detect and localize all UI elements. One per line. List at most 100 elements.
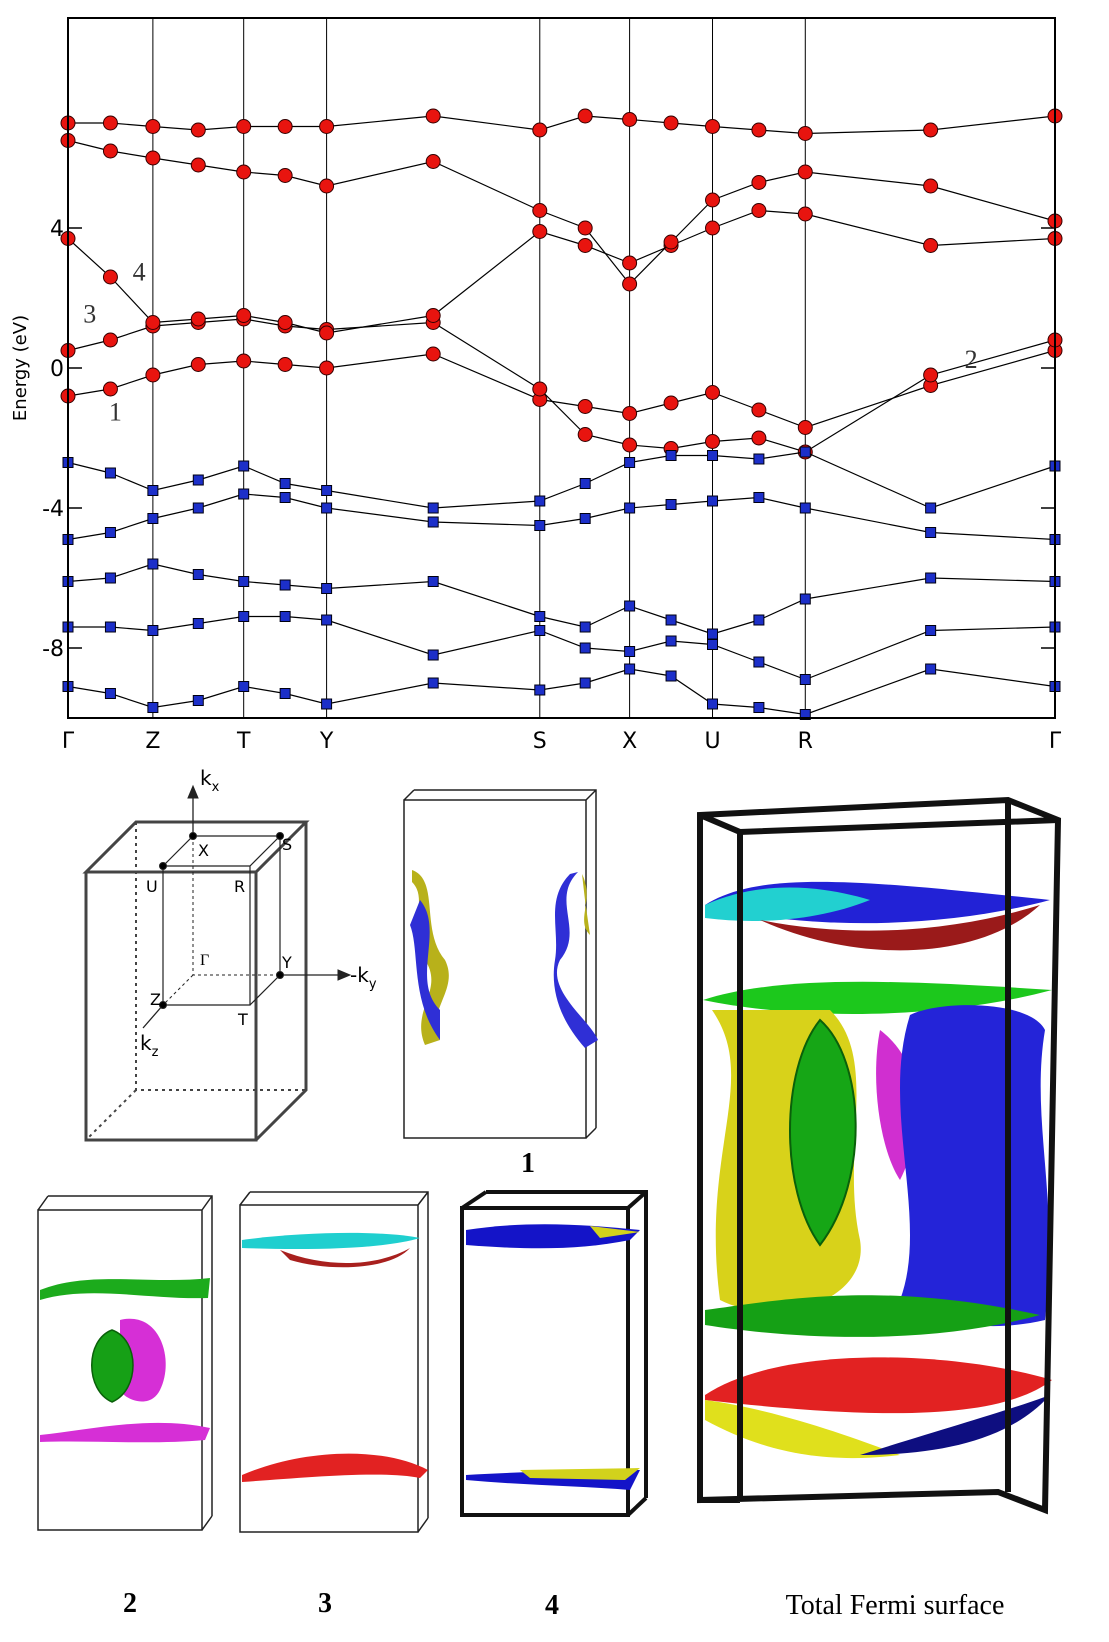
band-marker — [797, 420, 813, 435]
band-marker — [705, 192, 721, 208]
band-line — [68, 115, 1056, 135]
x-tick-label: X — [622, 729, 637, 754]
band-marker — [238, 611, 250, 622]
band-marker — [104, 527, 116, 538]
band-marker — [532, 381, 548, 397]
band-marker — [751, 402, 767, 418]
band-marker — [707, 628, 719, 640]
x-tick-label: S — [533, 729, 547, 754]
bz-label: S — [282, 835, 292, 854]
plot-frame — [67, 17, 1056, 719]
panel-label: 1 — [521, 1148, 535, 1179]
band-marker — [663, 395, 679, 411]
brillouin-zone — [82, 784, 352, 1142]
band-marker — [427, 516, 439, 528]
band-marker — [427, 576, 439, 587]
x-tick-label: Γ — [62, 729, 75, 754]
band-marker — [425, 346, 441, 362]
band-marker — [190, 122, 206, 138]
annotation: 2 — [965, 345, 978, 374]
bz-label: Y — [281, 953, 292, 972]
band-marker — [321, 485, 333, 496]
band-marker — [624, 646, 636, 657]
band-marker — [579, 642, 591, 654]
band-marker — [797, 206, 813, 222]
band-marker — [622, 276, 638, 292]
band-marker — [238, 681, 250, 692]
band-marker — [190, 357, 206, 372]
band-marker — [534, 495, 546, 507]
y-tick-label: 0 — [50, 357, 64, 382]
y-axis-label: Energy (eV) — [10, 315, 31, 421]
band-marker — [753, 614, 765, 626]
band-marker — [799, 674, 811, 685]
band-marker — [753, 492, 765, 503]
band-marker — [923, 238, 939, 253]
band-marker — [707, 639, 719, 650]
band-marker — [663, 115, 679, 131]
band-marker — [799, 502, 811, 514]
x-tick-label: T — [236, 729, 251, 754]
annotation: 1 — [109, 398, 122, 427]
band-marker — [279, 688, 291, 699]
band-marker — [753, 702, 765, 713]
band-marker — [147, 513, 159, 524]
band-marker — [923, 178, 939, 194]
plot: -8 -4 0 4 Γ Z T Y S X U R Γ 1 2 3 4 — [42, 18, 1063, 754]
band-marker — [751, 430, 767, 446]
bz-label: U — [146, 877, 158, 896]
annotation: 4 — [133, 258, 146, 287]
x-tick-label: Γ — [1049, 729, 1062, 754]
band-marker — [665, 670, 677, 682]
band-marker — [532, 122, 548, 138]
band-marker — [192, 695, 204, 706]
band-marker — [319, 325, 335, 341]
band-marker — [145, 315, 161, 330]
band-marker — [707, 495, 719, 507]
band-marker — [624, 663, 636, 675]
band-marker — [145, 367, 161, 383]
band-marker — [577, 427, 593, 442]
kx-label: kx — [200, 766, 220, 795]
band-marker — [427, 502, 439, 514]
band-marker — [925, 625, 937, 636]
band-marker — [147, 625, 159, 636]
band-marker — [577, 108, 593, 124]
band-marker — [799, 709, 811, 720]
band-marker — [102, 143, 118, 159]
x-tick-label: U — [704, 729, 720, 754]
band-marker — [321, 502, 333, 514]
band-marker — [425, 154, 441, 169]
band-marker — [319, 360, 335, 376]
band-marker — [236, 119, 252, 134]
band-marker — [665, 499, 677, 510]
axis-sub: y — [369, 977, 377, 992]
band-marker — [532, 203, 548, 218]
band-marker — [277, 119, 293, 134]
annotation: 3 — [83, 300, 96, 329]
band-marker — [923, 122, 939, 138]
band-marker — [236, 353, 252, 369]
band-marker — [279, 492, 291, 503]
y-tick-label: -8 — [42, 637, 64, 662]
axis-sub: x — [212, 780, 220, 795]
band-marker — [622, 255, 638, 271]
band-line — [67, 451, 1056, 509]
band-marker — [579, 677, 591, 689]
panel-label: Total Fermi surface — [786, 1590, 1005, 1621]
band-marker — [799, 446, 811, 458]
band-marker — [321, 583, 333, 594]
band-marker — [427, 677, 439, 689]
axis-sub: z — [152, 1045, 159, 1060]
band-marker — [279, 579, 291, 591]
axis-base: k — [140, 1031, 152, 1055]
band-marker — [104, 621, 116, 633]
axis-base: k — [200, 766, 212, 790]
band-line — [67, 209, 1056, 334]
band-marker — [665, 450, 677, 461]
band-marker — [925, 527, 937, 538]
band-marker — [238, 576, 250, 587]
band-marker — [925, 502, 937, 514]
band-marker — [705, 119, 721, 134]
